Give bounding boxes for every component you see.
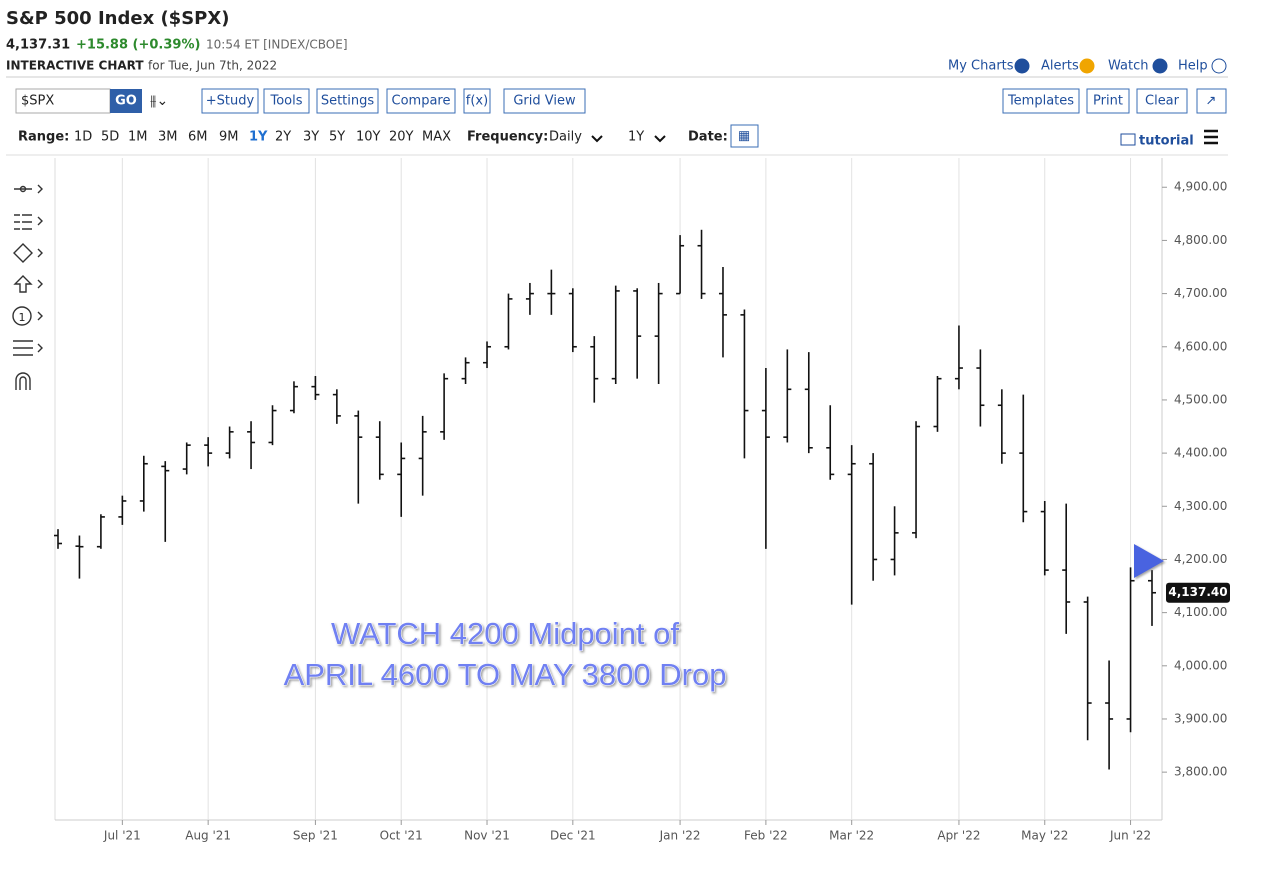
toolbar-button-label[interactable]: Print [1093, 94, 1123, 109]
toolbar-button-label[interactable]: f(x) [466, 94, 488, 109]
time: 10:54 ET [INDEX/CBOE] [206, 38, 348, 52]
range-option[interactable]: 5Y [329, 130, 345, 145]
calendar-icon[interactable]: ▦ [738, 129, 750, 144]
expand-icon[interactable]: ↗ [1206, 94, 1217, 109]
chart-date: for Tue, Jun 7th, 2022 [148, 59, 277, 73]
range-option[interactable]: 3Y [303, 130, 319, 145]
toolbar-button-label[interactable]: Compare [392, 94, 451, 109]
title: S&P 500 Index ($SPX) [6, 8, 229, 29]
tutorial-icon[interactable] [1120, 133, 1136, 146]
x-tick-label: May '22 [1021, 829, 1068, 843]
toolbar-button[interactable] [1002, 88, 1080, 114]
range-option[interactable]: 20Y [389, 130, 414, 145]
toolbar-button-label[interactable]: Settings [321, 94, 375, 109]
x-tick-label: Dec '21 [550, 829, 596, 843]
chart-label: INTERACTIVE CHART [6, 59, 144, 73]
x-tick-label: Jan '22 [659, 829, 701, 843]
range-option[interactable]: 2Y [275, 130, 291, 145]
range-option[interactable]: MAX [422, 130, 451, 145]
toolbar-button-label[interactable]: Grid View [513, 94, 576, 109]
toolbar-button[interactable] [503, 88, 586, 114]
link-icon[interactable] [1079, 58, 1095, 74]
range-option[interactable]: 5D [101, 130, 119, 145]
menu-icon[interactable] [1204, 129, 1218, 145]
toolbar-button[interactable] [1136, 88, 1188, 114]
y-tick-label: 4,200.00 [1174, 552, 1227, 566]
toolbar-button[interactable] [1086, 88, 1130, 114]
go-button[interactable] [110, 89, 142, 113]
header-link[interactable]: Alerts [1041, 59, 1079, 74]
x-tick-label: Aug '21 [185, 829, 231, 843]
range-label: Range: [18, 130, 69, 145]
chart-type-icon[interactable]: ⫵⌄ [150, 93, 168, 109]
period[interactable]: 1Y [628, 130, 644, 145]
toolbar-button[interactable] [263, 88, 310, 114]
x-tick-label: Nov '21 [464, 829, 510, 843]
x-tick-label: Mar '22 [829, 829, 874, 843]
y-tick-label: 3,900.00 [1174, 711, 1227, 725]
symbol[interactable]: $SPX [21, 94, 54, 109]
toolbar-button[interactable] [316, 88, 379, 114]
header-link[interactable]: Watch [1108, 59, 1148, 74]
drawing-tools[interactable] [12, 184, 43, 390]
range-option[interactable]: 6M [188, 130, 208, 145]
link-icon[interactable] [1211, 58, 1227, 74]
y-tick-label: 4,800.00 [1174, 233, 1227, 247]
x-tick-label: Jun '22 [1109, 829, 1151, 843]
tool-number: 1 [19, 311, 26, 324]
x-tick-label: Feb '22 [744, 829, 788, 843]
toolbar-button-label[interactable]: Tools [269, 94, 302, 109]
range-option[interactable]: 1Y [249, 130, 268, 145]
chevron[interactable] [591, 135, 603, 143]
y-tick-label: 4,500.00 [1174, 392, 1227, 406]
header-link[interactable]: Help [1178, 59, 1208, 74]
date-label: Date: [688, 130, 728, 145]
x-tick-label: Apr '22 [937, 829, 980, 843]
chevron[interactable] [654, 135, 666, 143]
toolbar-button[interactable] [201, 88, 259, 114]
last-price-label: 4,137.40 [1168, 585, 1227, 599]
y-tick-label: 4,300.00 [1174, 499, 1227, 513]
link-icon[interactable] [1014, 58, 1030, 74]
toolbar-button-label[interactable]: +Study [206, 94, 255, 109]
range-option[interactable]: 10Y [356, 130, 381, 145]
x-tick-label: Oct '21 [380, 829, 423, 843]
frequency-label: Frequency: [467, 130, 548, 145]
y-tick-label: 4,900.00 [1174, 180, 1227, 194]
tutorial-link[interactable]: tutorial [1139, 134, 1194, 149]
y-tick-label: 3,800.00 [1174, 765, 1227, 779]
plot: 3,800.00 3,900.00 4,000.00 4,100.00 4,200.00… [54, 158, 1230, 843]
annotation: APRIL 4600 TO MAY 3800 Drop [284, 657, 727, 692]
header-link[interactable]: My Charts [948, 59, 1014, 74]
change: +15.88 (+0.39%) [76, 38, 200, 53]
price: 4,137.31 [6, 38, 70, 53]
annotation: WATCH 4200 Midpoint of [331, 616, 679, 651]
range-option[interactable]: 1D [74, 130, 92, 145]
toolbar-button-label[interactable]: Templates [1007, 94, 1074, 109]
x-tick-label: Jul '21 [103, 829, 141, 843]
expand-button[interactable] [1196, 88, 1227, 114]
range-option[interactable]: 1M [128, 130, 148, 145]
toolbar-button[interactable] [386, 88, 456, 114]
y-tick-label: 4,600.00 [1174, 339, 1227, 353]
go-label[interactable]: GO [115, 94, 137, 109]
y-tick-label: 4,100.00 [1174, 605, 1227, 619]
link-icon[interactable] [1152, 58, 1168, 74]
frequency[interactable]: Daily [549, 130, 582, 145]
range-option[interactable]: 3M [158, 130, 178, 145]
date-button[interactable] [730, 124, 759, 148]
last-price-tag [1166, 582, 1230, 603]
x-tick-label: Sep '21 [293, 829, 338, 843]
y-tick-label: 4,000.00 [1174, 658, 1227, 672]
toolbar-button-label[interactable]: Clear [1145, 94, 1180, 109]
toolbar-button[interactable] [463, 88, 491, 114]
arrow-head [1134, 544, 1164, 578]
range-option[interactable]: 9M [219, 130, 239, 145]
y-tick-label: 4,400.00 [1174, 446, 1227, 460]
y-tick-label: 4,700.00 [1174, 286, 1227, 300]
